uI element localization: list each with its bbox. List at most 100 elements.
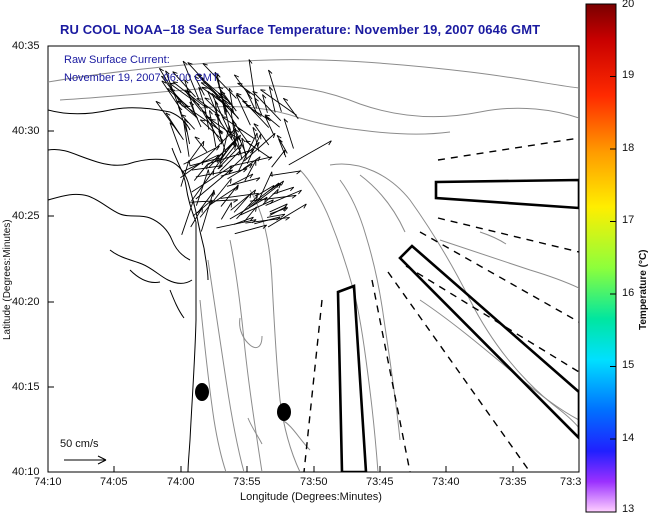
current-vector	[229, 156, 273, 167]
current-note-line1: Raw Surface Current:	[64, 54, 170, 66]
velocity-scale-label: 50 cm/s	[60, 438, 99, 450]
current-vector	[183, 145, 220, 165]
current-vector	[254, 216, 281, 225]
current-vector	[248, 182, 280, 207]
current-vector	[190, 207, 203, 228]
current-vector-head	[202, 63, 208, 66]
current-vector-head	[161, 80, 167, 84]
current-vector	[246, 134, 261, 164]
current-vector-head	[283, 203, 288, 209]
current-vector-head	[241, 137, 246, 143]
current-vector-head	[187, 62, 193, 65]
current-vector-head	[218, 86, 224, 90]
current-vector-head	[268, 69, 273, 74]
current-vector-head	[276, 189, 279, 195]
current-vector	[176, 100, 199, 119]
current-vector-head	[237, 184, 239, 190]
current-vector-head	[298, 189, 302, 195]
current-vector-head	[270, 199, 274, 205]
colorbar-tick-label: 18	[622, 142, 635, 154]
current-vector-head	[177, 100, 183, 103]
current-vector	[172, 71, 196, 98]
current-vector-head	[248, 59, 253, 64]
current-vector	[191, 165, 233, 193]
current-vector-head	[269, 86, 273, 91]
current-vector-head	[253, 123, 259, 127]
current-vector-head	[252, 127, 257, 132]
current-vector-head	[291, 195, 297, 199]
colorbar-tick-label: 19	[622, 69, 635, 81]
current-vector-head	[184, 90, 190, 93]
current-vector	[220, 192, 259, 199]
current-vector-head	[201, 160, 205, 166]
current-vector	[182, 60, 199, 99]
current-vector	[234, 224, 267, 235]
current-vector-head	[249, 149, 255, 154]
axis-tick-marks	[47, 45, 514, 472]
current-vector	[191, 165, 223, 171]
current-vector-head	[262, 94, 267, 99]
current-vector-head	[218, 165, 223, 169]
current-vector	[229, 130, 241, 152]
current-vector	[183, 121, 190, 157]
x-tick-label: 74:00	[167, 476, 195, 488]
current-vector	[268, 86, 276, 113]
x-tick-label: 74:05	[100, 476, 128, 488]
current-vector	[216, 219, 257, 229]
temperature-colorbar	[585, 3, 617, 513]
current-vector-head	[236, 92, 242, 96]
current-vector	[288, 140, 332, 166]
current-vector	[257, 171, 273, 202]
current-vector-head	[328, 140, 332, 146]
transect-lines	[303, 137, 579, 472]
current-vector	[200, 189, 215, 232]
current-vector-head	[155, 100, 161, 104]
current-vector	[249, 194, 297, 202]
y-tick-label: 40:20	[12, 296, 40, 308]
current-vector	[191, 170, 215, 202]
current-vector-head	[200, 119, 206, 122]
x-tick-label: 73:55	[233, 476, 261, 488]
current-vector	[243, 132, 276, 162]
velocity-scale-arrow	[64, 455, 107, 465]
current-vector-head	[254, 192, 259, 197]
y-tick-label: 40:30	[12, 125, 40, 137]
current-vector	[187, 62, 219, 96]
current-vector	[218, 92, 240, 120]
current-vector	[220, 202, 232, 220]
current-vector-head	[184, 79, 189, 84]
current-vector	[184, 79, 197, 118]
current-vector-head	[234, 128, 240, 133]
coastline	[48, 107, 209, 472]
current-vector	[204, 97, 224, 117]
current-vector	[276, 135, 288, 154]
mooring-marker	[195, 383, 209, 401]
current-vector-head	[233, 199, 238, 203]
current-vector-head	[255, 177, 261, 182]
current-vector	[199, 178, 232, 218]
current-vector	[282, 98, 299, 120]
current-vector-head	[228, 169, 233, 174]
current-vector	[184, 90, 202, 112]
current-vector	[235, 94, 251, 126]
current-vector-head	[234, 74, 239, 78]
current-vector	[236, 93, 270, 128]
current-vector	[227, 163, 253, 180]
current-vector-head	[234, 144, 237, 150]
current-vector	[220, 184, 239, 207]
current-vector-head	[172, 81, 178, 83]
current-vector-head	[207, 90, 212, 95]
current-vector-head	[218, 130, 223, 135]
current-vector-head	[212, 170, 215, 176]
current-vector	[169, 82, 200, 106]
current-vector	[219, 150, 241, 172]
current-vector-head	[170, 88, 176, 91]
current-vector	[223, 103, 233, 139]
current-vector	[252, 91, 282, 121]
current-vector	[255, 184, 275, 197]
current-vector	[203, 104, 210, 130]
current-vector	[269, 203, 288, 213]
current-vector-head	[235, 94, 241, 98]
current-vector	[243, 156, 261, 170]
